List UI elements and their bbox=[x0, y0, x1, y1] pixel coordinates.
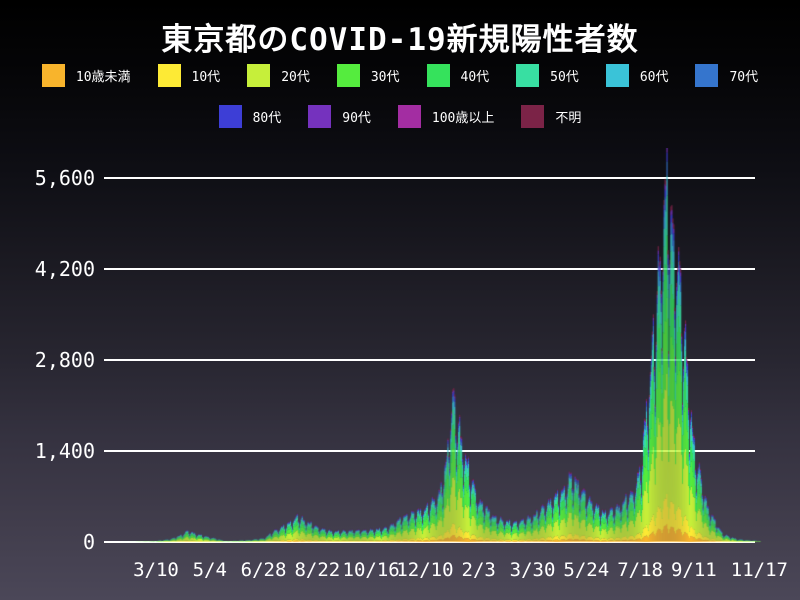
legend-label: 10代 bbox=[191, 70, 221, 85]
legend-item: 90代 bbox=[308, 105, 371, 128]
legend-row-2: 80代 90代 100歳以上 不明 bbox=[0, 105, 800, 128]
legend-swatch-icon bbox=[426, 64, 450, 87]
legend-swatch-icon bbox=[41, 64, 65, 87]
legend-swatch-icon bbox=[397, 105, 421, 128]
stacked-bar-chart bbox=[104, 148, 764, 548]
legend-label: 20代 bbox=[281, 70, 310, 85]
y-tick-label: 4,200 bbox=[34, 257, 95, 281]
legend-item: 20代 bbox=[247, 64, 310, 87]
legend-label: 90代 bbox=[342, 111, 371, 126]
legend-label: 70代 bbox=[729, 70, 759, 85]
legend-swatch-icon bbox=[157, 64, 181, 87]
legend-swatch-icon bbox=[247, 64, 271, 87]
legend-label: 50代 bbox=[550, 70, 579, 85]
legend-label: 30代 bbox=[370, 70, 400, 85]
legend-item: 40代 bbox=[426, 64, 490, 87]
legend-swatch-icon bbox=[218, 105, 242, 128]
y-tick-label: 0 bbox=[82, 530, 95, 554]
x-tick-label: 10/16 bbox=[342, 559, 400, 581]
legend-item: 70代 bbox=[695, 64, 758, 87]
x-tick-label: 5/24 bbox=[563, 559, 610, 581]
x-tick-label: 3/10 bbox=[133, 559, 179, 581]
legend-item: 30代 bbox=[336, 64, 400, 87]
legend-item: 80代 bbox=[218, 105, 282, 128]
y-tick-label: 1,400 bbox=[34, 439, 95, 463]
x-tick-label: 6/28 bbox=[240, 559, 287, 581]
x-tick-label: 2/3 bbox=[461, 559, 496, 581]
legend-swatch-icon bbox=[516, 64, 540, 87]
legend-item: 60代 bbox=[605, 64, 669, 87]
legend-item: 10歳未満 bbox=[41, 64, 131, 87]
legend-item: 10代 bbox=[157, 64, 221, 87]
legend-item: 100歳以上 bbox=[397, 105, 495, 128]
x-tick-label: 5/4 bbox=[192, 559, 227, 581]
legend-swatch-icon bbox=[521, 105, 545, 128]
legend-label: 40代 bbox=[460, 70, 490, 85]
legend-swatch-icon bbox=[336, 64, 360, 87]
legend-label: 10歳未満 bbox=[75, 70, 131, 85]
legend-swatch-icon bbox=[695, 64, 719, 87]
x-tick-label: 11/17 bbox=[730, 559, 789, 581]
legend-swatch-icon bbox=[308, 105, 332, 128]
x-tick-label: 3/30 bbox=[509, 559, 556, 581]
legend-item: 不明 bbox=[521, 105, 581, 128]
legend-label: 60代 bbox=[639, 70, 669, 85]
legend-row-1: 10歳未満 10代 20代 30代 40代 50代 60代 70代 bbox=[0, 64, 800, 87]
legend-swatch-icon bbox=[605, 64, 629, 87]
x-tick-label: 8/22 bbox=[294, 559, 341, 581]
chart-title: 東京都のCOVID-19新規陽性者数 bbox=[161, 22, 639, 58]
x-tick-label: 7/18 bbox=[617, 559, 663, 581]
legend-label: 80代 bbox=[252, 111, 282, 126]
x-tick-label: 9/11 bbox=[670, 559, 717, 581]
y-tick-label: 2,800 bbox=[34, 348, 95, 372]
legend-label: 100歳以上 bbox=[431, 111, 495, 126]
y-tick-label: 5,600 bbox=[34, 166, 95, 190]
legend-label: 不明 bbox=[555, 111, 582, 126]
x-tick-label: 12/10 bbox=[396, 559, 454, 581]
legend-item: 50代 bbox=[516, 64, 579, 87]
